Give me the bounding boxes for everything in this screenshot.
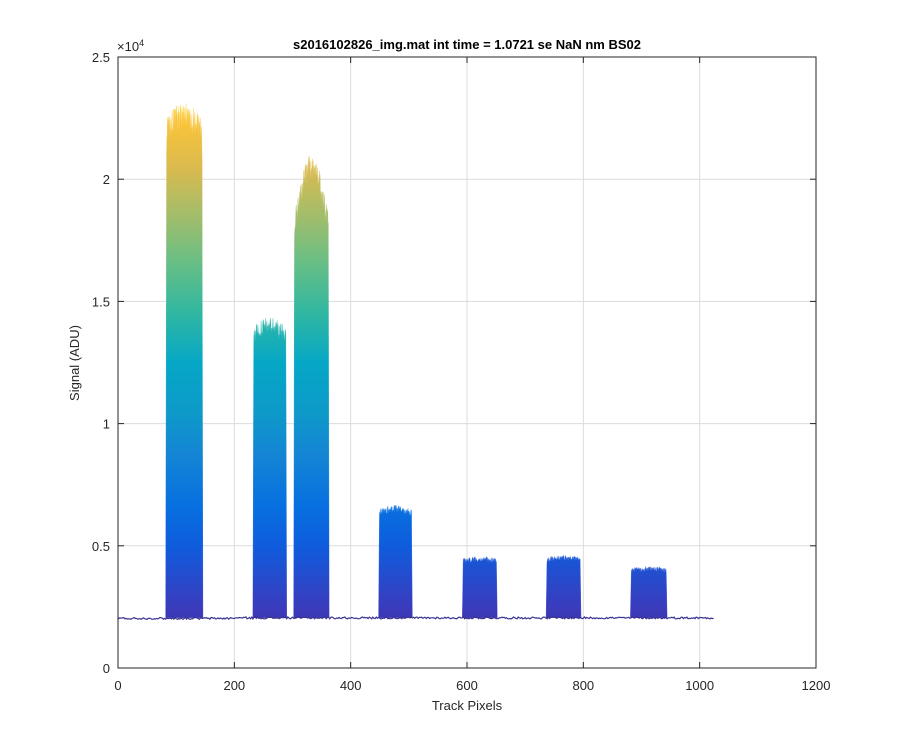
chart-title: s2016102826_img.mat int time = 1.0721 se… bbox=[293, 37, 641, 52]
signal-band-edge-6 bbox=[545, 554, 582, 618]
signal-band-4 bbox=[378, 505, 413, 618]
y-tick-label: 1 bbox=[103, 417, 110, 432]
signal-band-2 bbox=[252, 318, 287, 618]
x-tick-label: 200 bbox=[223, 678, 245, 693]
x-tick-label: 1000 bbox=[685, 678, 714, 693]
signal-band-edge-1 bbox=[165, 103, 204, 618]
baseline-trace bbox=[118, 615, 714, 621]
y-axis-label: Signal (ADU) bbox=[67, 325, 82, 401]
x-tick-label: 1200 bbox=[802, 678, 831, 693]
signal-band-7 bbox=[630, 566, 668, 618]
y-axis: 0 0.5 1 1.5 2 2.5 bbox=[92, 50, 816, 676]
y-tick-label: 2 bbox=[103, 172, 110, 187]
signal-band-edge-3 bbox=[293, 156, 330, 618]
x-tick-label: 800 bbox=[572, 678, 594, 693]
signal-band-5 bbox=[462, 556, 498, 618]
signal-band-edge-2 bbox=[252, 317, 287, 618]
signal-band-1 bbox=[165, 103, 203, 618]
signal-band-6 bbox=[546, 555, 581, 618]
x-axis-label: Track Pixels bbox=[432, 698, 503, 713]
signal-band-edge-4 bbox=[378, 505, 413, 618]
signal-band-edge-5 bbox=[462, 556, 498, 618]
baseline-line bbox=[118, 615, 714, 621]
y-exponent-label: ×104 bbox=[117, 38, 144, 54]
signal-band-3 bbox=[293, 156, 330, 618]
x-tick-label: 0 bbox=[114, 678, 121, 693]
x-axis: 0 200 400 600 800 1000 1200 bbox=[114, 57, 830, 693]
y-tick-label: 0 bbox=[103, 661, 110, 676]
signal-bands bbox=[165, 103, 668, 618]
x-tick-label: 400 bbox=[340, 678, 362, 693]
x-tick-label: 600 bbox=[456, 678, 478, 693]
signal-band-edge-7 bbox=[630, 566, 668, 618]
y-tick-label: 1.5 bbox=[92, 294, 110, 309]
y-tick-label: 2.5 bbox=[92, 50, 110, 65]
y-tick-label: 0.5 bbox=[92, 539, 110, 554]
